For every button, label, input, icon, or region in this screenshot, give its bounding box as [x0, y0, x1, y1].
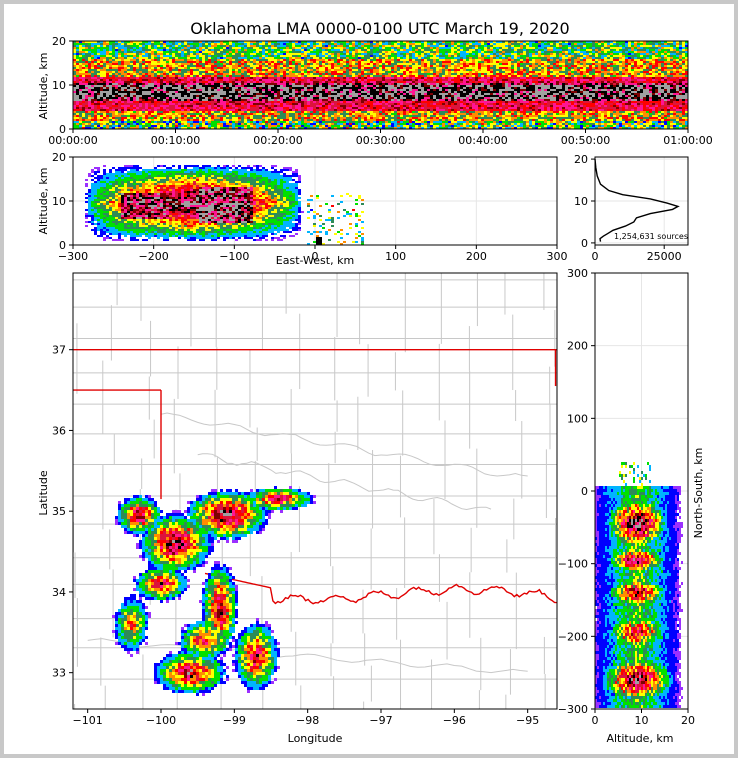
ew-altitude-ylabel: Altitude, km — [37, 167, 50, 234]
plan-view-axes — [72, 272, 558, 710]
plan-view-xlabel: Longitude — [288, 732, 343, 745]
lma-figure: Oklahoma LMA 0000-0100 UTC March 19, 202… — [37, 19, 713, 745]
ns-altitude-xtick-label: 0 — [592, 714, 599, 727]
time-altitude-panel: 0 10 20 00:00:00 00:10:00 00:20:00 00:30:00 00:… — [48, 35, 712, 147]
figure-frame: Oklahoma LMA 0000-0100 UTC March 19, 202… — [4, 4, 734, 754]
ns-altitude-panel: −300 −200 −100 0 100 200 300 0 10 20 — [558, 267, 695, 727]
time-altitude-xtick-label: 01:00:00 — [663, 134, 712, 147]
ew-altitude-xtick-label: 300 — [547, 250, 568, 263]
ns-altitude-ytick-label: −100 — [558, 558, 588, 571]
histogram-profile-line — [594, 159, 680, 242]
plan-view-xtick-label: −97 — [369, 714, 392, 727]
ns-altitude-ylabel: North-South, km — [692, 448, 705, 539]
ns-altitude-density — [595, 462, 683, 708]
ns-altitude-ytick-label: 200 — [567, 340, 588, 353]
ew-altitude-ytick-label: 0 — [59, 239, 66, 252]
plan-view-ytick-label: 34 — [52, 586, 66, 599]
ns-altitude-xtick-label: 10 — [635, 714, 649, 727]
ew-altitude-panel: 0 10 20 −300 −200 −100 0 100 200 300 — [52, 151, 568, 263]
plan-view-xtick-label: −98 — [296, 714, 319, 727]
time-altitude-xtick-label: 00:40:00 — [458, 134, 507, 147]
time-altitude-ytick-label: 10 — [52, 79, 66, 92]
plan-view-ytick-label: 33 — [52, 667, 66, 680]
time-altitude-xtick-label: 00:30:00 — [356, 134, 405, 147]
histogram-annotation: 1,254,631 sources — [614, 232, 688, 241]
ns-altitude-ytick-label: 300 — [567, 267, 588, 280]
ew-altitude-xtick-label: 0 — [312, 250, 319, 263]
river-line — [87, 638, 528, 674]
red-river-border — [204, 572, 558, 605]
histogram-ytick-label: 20 — [574, 153, 588, 166]
plan-view-density — [112, 486, 316, 696]
ew-altitude-ytick-label: 20 — [52, 151, 66, 164]
plan-view-ylabel: Latitude — [37, 470, 50, 516]
histogram-xtick-label: 0 — [592, 250, 599, 263]
ew-altitude-xtick-label: −100 — [219, 250, 249, 263]
time-altitude-ytick-label: 20 — [52, 35, 66, 48]
time-altitude-xtick-label: 00:20:00 — [253, 134, 302, 147]
plan-view-xtick-label: −96 — [443, 714, 466, 727]
plan-view-xtick-label: −101 — [73, 714, 103, 727]
ew-altitude-xtick-label: 200 — [466, 250, 487, 263]
chart-title: Oklahoma LMA 0000-0100 UTC March 19, 202… — [190, 19, 569, 38]
river-line — [160, 412, 528, 477]
ew-altitude-xlabel: East-West, km — [276, 254, 354, 267]
ew-altitude-xtick-label: −200 — [139, 250, 169, 263]
ns-altitude-xlabel: Altitude, km — [606, 732, 673, 745]
county-map — [73, 273, 557, 709]
plan-view-ytick-label: 36 — [52, 424, 66, 437]
ew-altitude-xtick-label: 100 — [385, 250, 406, 263]
plan-view-xtick-label: −95 — [516, 714, 539, 727]
time-altitude-ylabel: Altitude, km — [37, 52, 50, 119]
plan-view-xtick-label: −99 — [223, 714, 246, 727]
plan-view-xtick-label: −100 — [146, 714, 176, 727]
time-altitude-xtick-label: 00:10:00 — [151, 134, 200, 147]
ns-altitude-ytick-label: 100 — [567, 412, 588, 425]
time-altitude-density — [73, 41, 688, 129]
histogram-ytick-label: 0 — [581, 237, 588, 250]
time-altitude-xtick-label: 00:50:00 — [561, 134, 610, 147]
histogram-xtick-label: 25000 — [647, 250, 682, 263]
ew-altitude-xtick-label: −300 — [58, 250, 88, 263]
ns-altitude-ytick-label: −200 — [558, 630, 588, 643]
ns-altitude-ytick-label: 0 — [581, 485, 588, 498]
time-altitude-ytick-label: 0 — [59, 123, 66, 136]
plan-view-ytick-label: 35 — [52, 505, 66, 518]
ew-altitude-ytick-label: 10 — [52, 195, 66, 208]
river-line — [197, 453, 492, 511]
plan-view-panel: 33 34 35 36 37 −101 −100 −99 −98 −97 −96 −95 — [52, 272, 558, 727]
plan-view-ytick-label: 37 — [52, 344, 66, 357]
ns-altitude-ytick-label: −300 — [558, 703, 588, 716]
time-altitude-xtick-label: 00:00:00 — [48, 134, 97, 147]
ew-altitude-density — [85, 165, 364, 245]
ns-altitude-xtick-label: 20 — [681, 714, 695, 727]
altitude-histogram-panel: 1,254,631 sources 0 10 20 0 25000 — [574, 153, 689, 263]
histogram-ytick-label: 10 — [574, 195, 588, 208]
